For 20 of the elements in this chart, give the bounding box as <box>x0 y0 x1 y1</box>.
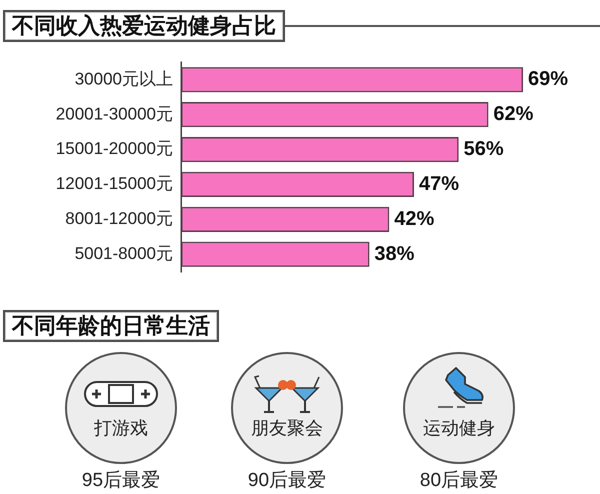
data-label: 62% <box>493 103 534 126</box>
data-label: 56% <box>464 138 504 160</box>
y-tick-label: 20001-30000元 <box>56 104 173 124</box>
text: 80后最爱 <box>420 470 498 492</box>
y-tick-label: 12001-15000元 <box>56 174 173 194</box>
data-label: 47% <box>418 172 460 195</box>
y-tick-label: 5001-8000元 <box>74 244 173 264</box>
chart-title: 不同收入热爱运动健身占比 <box>3 10 285 42</box>
y-tick-label: 8001-12000元 <box>65 209 173 228</box>
text: 90后最爱 <box>248 470 326 492</box>
text: 不同年龄的日常生活 <box>3 310 219 342</box>
data-label: 42% <box>394 208 434 230</box>
text: 朋友聚会 <box>251 417 323 439</box>
y-tick-label: 15001-20000元 <box>56 139 173 158</box>
text: 运动健身 <box>423 417 495 439</box>
data-label: 69% <box>528 68 568 90</box>
y-tick-label: 30000元以上 <box>74 69 173 88</box>
data-label: 38% <box>374 242 415 265</box>
text: 打游戏 <box>94 417 148 439</box>
text: 95后最爱 <box>82 470 160 492</box>
